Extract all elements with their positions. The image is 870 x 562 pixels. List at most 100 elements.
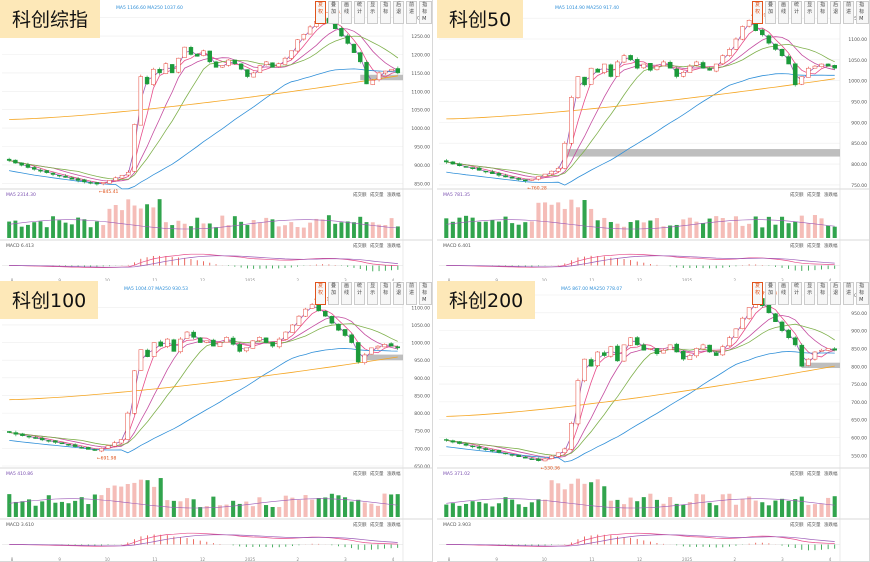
candle-body [195, 53, 200, 57]
toolbar-btn-6[interactable]: 后退 [393, 282, 405, 305]
candle-body [188, 47, 194, 55]
volume-bar [720, 494, 725, 517]
subtab-macd-2: 涨跌幅 [387, 242, 401, 249]
toolbar-btn-2[interactable]: 画线 [778, 1, 790, 24]
macd-header: MACD 6.401 [443, 243, 471, 249]
candle-body [349, 334, 354, 343]
toolbar-btn-3[interactable]: 统计 [354, 1, 366, 24]
candle-body [648, 63, 653, 71]
toolbar-btn-3[interactable]: 统计 [791, 282, 803, 305]
candle-body [395, 346, 400, 349]
volume-bar [185, 498, 190, 517]
volume-bar [747, 496, 752, 517]
candle-body [713, 63, 719, 72]
x-tick-label: 12 [637, 557, 643, 562]
toolbar-btn-4[interactable]: 显示 [367, 282, 379, 305]
price-tick-label: 1100.00 [411, 89, 430, 95]
toolbar-btn-4[interactable]: 显示 [804, 1, 816, 24]
volume-bar [170, 225, 175, 238]
low-annotation: ←530.36 [540, 466, 560, 472]
toolbar-btn-7[interactable]: 前进 [406, 1, 418, 24]
candle-body [595, 68, 600, 73]
toolbar-btn-7[interactable]: 前进 [843, 282, 855, 305]
toolbar-btn-2[interactable]: 画线 [341, 282, 353, 305]
toolbar-btn-5[interactable]: 指标 [817, 1, 829, 24]
volume-bar [444, 504, 449, 517]
candle-body [369, 347, 374, 355]
volume-bar [635, 501, 640, 517]
toolbar-btn-2[interactable]: 画线 [778, 282, 790, 305]
x-tick-label: 11 [152, 278, 158, 283]
toolbar-btn-5[interactable]: 指标 [380, 1, 392, 24]
volume-bar [349, 501, 354, 517]
toolbar-btn-8[interactable]: 指标M [419, 282, 432, 305]
candle-body [144, 76, 150, 85]
toolbar-btn-6[interactable]: 后退 [830, 1, 842, 24]
candle-body [44, 170, 49, 173]
candle-body [38, 169, 43, 172]
candle-body [792, 337, 798, 346]
candle-body [270, 62, 275, 68]
volume-bar [780, 216, 785, 238]
toolbar-btn-1[interactable]: 叠加 [765, 1, 777, 24]
toolbar-btn-7[interactable]: 前进 [406, 282, 418, 305]
toolbar-btn-0[interactable]: 复权 [752, 1, 764, 24]
candle-body [746, 307, 752, 319]
candle-body [450, 161, 456, 165]
chart-toolbar: 复权 叠加 画线 统计 显示 指标 后退 前进 指标M [752, 1, 869, 24]
toolbar-btn-8[interactable]: 指标M [856, 1, 869, 24]
candle-body [6, 158, 12, 161]
ma250-line [446, 78, 835, 120]
x-tick-label: 3 [344, 278, 347, 283]
toolbar-btn-0[interactable]: 复权 [315, 1, 327, 24]
toolbar-btn-4[interactable]: 显示 [804, 282, 816, 305]
candle-body [276, 63, 281, 67]
price-tick-label: 650.00 [414, 464, 430, 470]
volume-bar [88, 227, 93, 238]
volume-bar [283, 225, 287, 238]
volume-bar [356, 499, 361, 517]
volume-bar [339, 222, 344, 238]
toolbar-btn-1[interactable]: 叠加 [765, 282, 777, 305]
toolbar-btn-8[interactable]: 指标M [419, 1, 432, 24]
toolbar-btn-6[interactable]: 后退 [393, 1, 405, 24]
candle-body [503, 175, 508, 178]
volume-bar [182, 223, 187, 238]
toolbar-btn-7[interactable]: 前进 [843, 1, 855, 24]
volume-bar [251, 220, 256, 238]
chart-toolbar: 复权 叠加 画线 统计 显示 指标 后退 前进 指标M [315, 1, 432, 24]
candle-body [562, 448, 568, 454]
toolbar-btn-5[interactable]: 指标 [380, 282, 392, 305]
toolbar-btn-3[interactable]: 统计 [791, 1, 803, 24]
volume-bar [687, 502, 692, 517]
volume-bar [786, 223, 791, 238]
candle-body [542, 458, 548, 462]
toolbar-btn-4[interactable]: 显示 [367, 1, 379, 24]
candle-body [224, 337, 229, 343]
volume-ma-line [9, 498, 398, 509]
candle-body [138, 76, 143, 126]
candle-body [99, 448, 104, 452]
toolbar-btn-8[interactable]: 指标M [856, 282, 869, 305]
toolbar-btn-2[interactable]: 画线 [341, 1, 353, 24]
volume-bar [44, 227, 49, 238]
x-tick-label: 3 [344, 557, 347, 562]
price-tick-label: 950.00 [414, 145, 430, 151]
volume-header: MA5 371.02 [443, 471, 470, 477]
macd-dea-line [9, 534, 398, 547]
macd-dea-line [446, 255, 835, 268]
toolbar-btn-1[interactable]: 叠加 [328, 282, 340, 305]
toolbar-btn-5[interactable]: 指标 [817, 282, 829, 305]
candle-body [132, 124, 137, 172]
volume-bar [470, 501, 475, 517]
subtab-0: 成交额 [353, 470, 367, 477]
candle-body [766, 304, 772, 314]
price-chart-svg: 1000.00950.00900.00850.00800.00750.00700… [437, 286, 869, 562]
toolbar-btn-0[interactable]: 复权 [752, 282, 764, 305]
toolbar-btn-6[interactable]: 后退 [830, 282, 842, 305]
toolbar-btn-0[interactable]: 复权 [315, 282, 327, 305]
toolbar-btn-3[interactable]: 统计 [354, 282, 366, 305]
price-tick-label: 1100.00 [411, 305, 430, 311]
volume-bar [595, 220, 600, 238]
toolbar-btn-1[interactable]: 叠加 [328, 1, 340, 24]
